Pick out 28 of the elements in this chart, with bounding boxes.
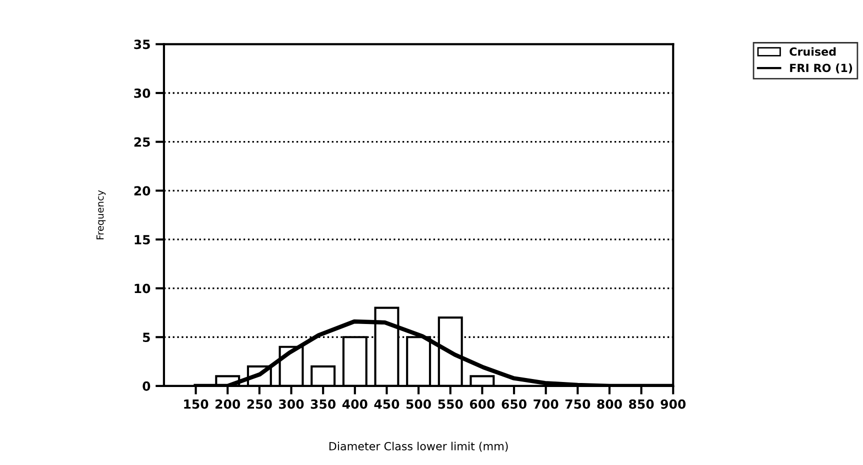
x-tick-label: 800	[597, 399, 622, 409]
y-tick-label: 20	[134, 186, 150, 196]
y-tick-label: 15	[134, 235, 150, 244]
y-tick-label: 35	[134, 40, 150, 50]
y-tick-label: 0	[142, 381, 150, 391]
x-tick-label: 500	[406, 399, 432, 409]
x-tick-label: 350	[310, 399, 336, 409]
y-tick-label: 5	[143, 332, 150, 342]
legend-label: Cruised	[790, 47, 836, 56]
x-tick-label: 700	[534, 399, 558, 409]
x-tick-label: 400	[342, 399, 368, 409]
y-tick-label: 30	[134, 88, 150, 98]
y-tick-label: 10	[134, 284, 150, 294]
y-axis-title: Frequency	[96, 190, 106, 240]
x-tick-label: 300	[279, 399, 304, 409]
x-axis-title: Diameter Class lower limit (mm)	[329, 442, 508, 452]
x-tick-label: 900	[660, 399, 686, 409]
legend-label: FRI RO (1)	[790, 64, 852, 74]
x-tick-label: 600	[470, 399, 495, 409]
x-tick-label: 850	[629, 399, 654, 409]
y-tick-label: 25	[134, 137, 150, 147]
x-tick-label: 450	[374, 399, 400, 409]
x-tick-label: 550	[438, 399, 463, 409]
x-tick-label: 650	[502, 399, 526, 409]
x-tick-label: 750	[565, 399, 590, 409]
x-tick-label: 200	[216, 399, 240, 409]
x-tick-label: 250	[247, 399, 272, 409]
x-tick-label: 150	[184, 399, 208, 409]
